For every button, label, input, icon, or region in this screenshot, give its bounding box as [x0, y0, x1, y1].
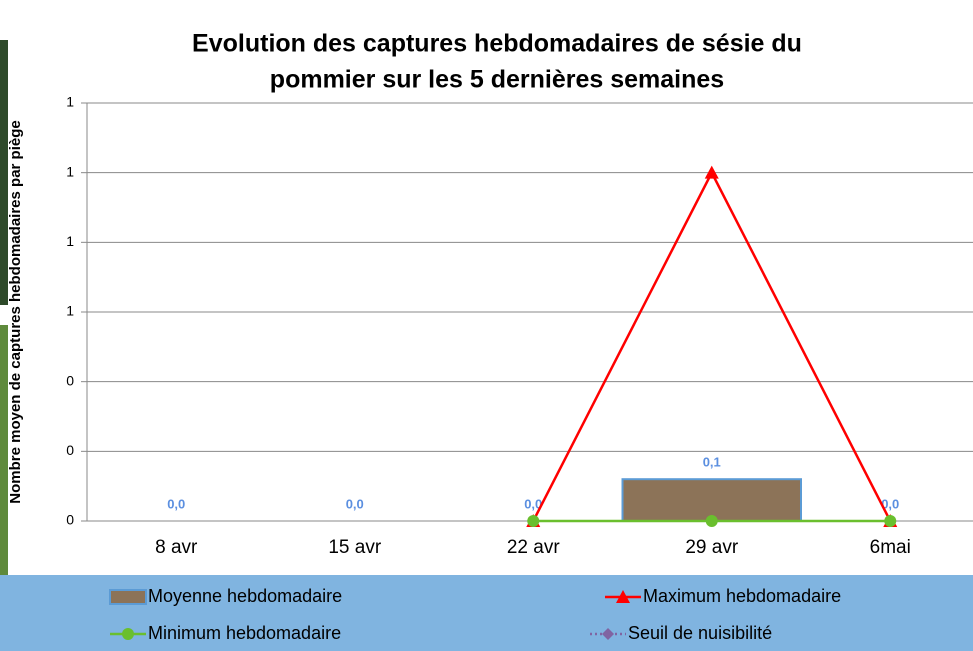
data-label: 0,0	[524, 496, 542, 511]
chart-title: Evolution des captures hebdomadaires de …	[192, 30, 802, 58]
x-tick-label: 22 avr	[507, 537, 560, 558]
data-label: 0,1	[703, 455, 721, 470]
y-tick-label: 1	[66, 233, 74, 249]
legend-band	[0, 575, 973, 651]
legend-label: Minimum hebdomadaire	[148, 623, 341, 643]
y-tick-label: 1	[66, 163, 74, 179]
data-label: 0,0	[881, 496, 899, 511]
y-tick-label: 1	[66, 94, 74, 110]
y-tick-label: 0	[66, 512, 74, 528]
legend-swatch	[109, 589, 147, 605]
legend-label: Seuil de nuisibilité	[628, 623, 772, 643]
side-image	[0, 325, 8, 651]
x-tick-label: 8 avr	[155, 537, 198, 558]
legend-label: Maximum hebdomadaire	[643, 586, 841, 606]
y-tick-label: 1	[66, 303, 74, 319]
x-tick-label: 6mai	[870, 537, 911, 558]
legend-marker	[122, 628, 134, 640]
line-marker	[705, 515, 718, 527]
legend-marker	[616, 590, 630, 603]
y-tick-label: 0	[66, 442, 74, 458]
legend-label: Moyenne hebdomadaire	[148, 586, 342, 606]
legend-marker	[602, 628, 614, 640]
side-image	[0, 40, 8, 305]
chart-title: pommier sur les 5 dernières semaines	[270, 66, 724, 94]
line-marker	[527, 515, 540, 527]
y-tick-label: 0	[66, 372, 74, 388]
line-marker	[704, 165, 719, 179]
line-marker	[884, 515, 897, 527]
x-tick-label: 15 avr	[328, 537, 381, 558]
x-tick-label: 29 avr	[685, 537, 738, 558]
bar	[621, 478, 802, 523]
data-label: 0,0	[167, 496, 185, 511]
y-axis-label: Nombre moyen de captures hebdomadaires p…	[7, 120, 24, 503]
data-label: 0,0	[346, 496, 364, 511]
